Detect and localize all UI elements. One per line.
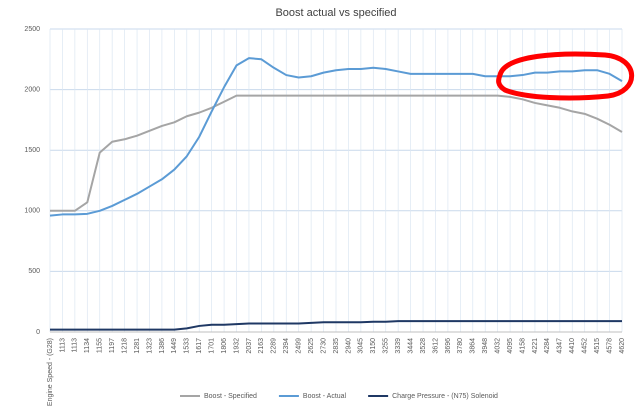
y-tick-label: 1000 xyxy=(24,208,40,215)
x-tick-label: 4347 xyxy=(557,338,564,354)
x-tick-label: 1806 xyxy=(221,338,228,354)
x-tick-label: 1449 xyxy=(171,338,178,354)
x-tick-label: 2037 xyxy=(246,338,253,354)
series-line xyxy=(50,320,622,331)
x-tick-label: 4032 xyxy=(494,338,501,354)
x-tick-label: 3150 xyxy=(370,338,377,354)
x-tick-label: 2289 xyxy=(271,338,278,354)
x-tick-label: 3339 xyxy=(395,338,402,354)
x-tick-label: Engine Speed - (G28) xyxy=(47,338,54,406)
legend-label: Charge Pressure - (N75) Solenoid xyxy=(392,393,498,400)
x-tick-label: 2625 xyxy=(308,338,315,354)
x-tick-label: 1155 xyxy=(97,338,104,353)
x-tick-label: 4578 xyxy=(606,338,613,354)
plot xyxy=(49,57,623,331)
x-tick-label: 3045 xyxy=(358,338,365,354)
x-tick-label: 2730 xyxy=(320,338,327,354)
y-tick-label: 2500 xyxy=(24,26,40,33)
x-tick-label: 1113 xyxy=(59,338,66,353)
x-tick-label: 3528 xyxy=(420,338,427,354)
x-tick-label: 1134 xyxy=(84,338,91,353)
grid: 0 500 1000 1500 2000 2500 Engine Speed - (G28)… xyxy=(24,26,625,406)
x-tick-label: 4158 xyxy=(519,338,526,354)
y-tick-label: 1500 xyxy=(24,147,40,154)
y-tick-label: 2000 xyxy=(24,86,40,93)
x-tick-label: 3864 xyxy=(470,338,477,354)
x-tick-label: 1386 xyxy=(159,338,166,354)
x-tick-label: 3444 xyxy=(407,338,414,354)
series-line xyxy=(50,94,623,212)
x-tick-label: 1701 xyxy=(208,338,215,354)
x-tick-label: 4221 xyxy=(532,338,539,354)
x-tick-label: 4095 xyxy=(507,338,514,354)
y-tick-label: 500 xyxy=(28,268,40,275)
x-tick-label: 3255 xyxy=(383,338,390,354)
x-tick-label: 2940 xyxy=(345,338,352,354)
series-line xyxy=(49,57,623,217)
x-tick-label: 3948 xyxy=(482,338,489,354)
x-tick-label: 3780 xyxy=(457,338,464,354)
x-tick-label: 3696 xyxy=(445,338,452,354)
chart-title: Boost actual vs specified xyxy=(275,7,396,19)
x-tick-label: 2394 xyxy=(283,338,290,354)
x-tick-label: 1323 xyxy=(146,338,153,354)
x-tick-label: 2835 xyxy=(333,338,340,354)
x-tick-label: 4620 xyxy=(619,338,626,354)
x-tick-label: 1113 xyxy=(72,338,79,353)
annotation-circle xyxy=(496,51,635,101)
x-tick-label: 4452 xyxy=(582,338,589,354)
x-tick-label: 2499 xyxy=(296,338,303,354)
x-tick-label: 4284 xyxy=(544,338,551,354)
x-tick-label: 4515 xyxy=(594,338,601,354)
x-tick-label: 1617 xyxy=(196,338,203,354)
y-tick-label: 0 xyxy=(36,329,40,336)
x-tick-label: 1281 xyxy=(134,338,141,354)
x-tick-label: 1197 xyxy=(109,338,116,353)
legend: Boost - Specified Boost - Actual Charge Pr… xyxy=(180,393,498,400)
legend-label: Boost - Actual xyxy=(303,393,347,400)
legend-label: Boost - Specified xyxy=(204,393,257,400)
x-tick-label: 1218 xyxy=(121,338,128,354)
x-tick-label: 3612 xyxy=(432,338,439,354)
x-tick-label: 2163 xyxy=(258,338,265,354)
x-tick-label: 4410 xyxy=(569,338,576,354)
x-tick-label: 1932 xyxy=(233,338,240,354)
x-tick-label: 1533 xyxy=(184,338,191,354)
